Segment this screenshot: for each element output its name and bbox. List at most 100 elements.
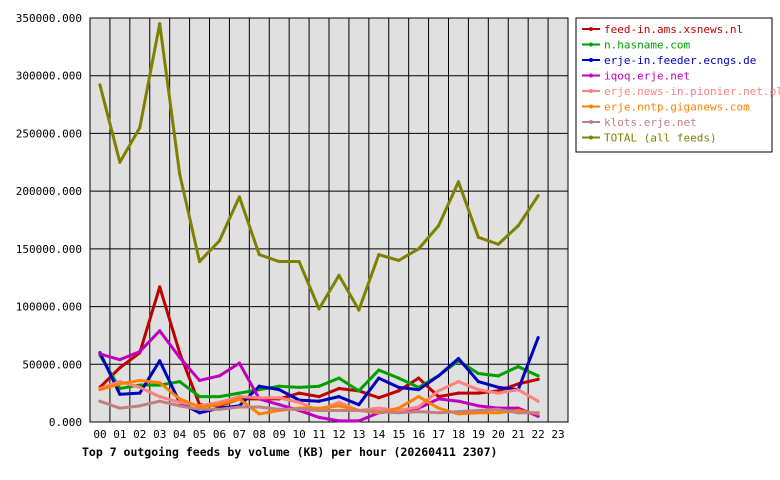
data-point [257,384,261,388]
legend-label: iqoq.erje.net [604,70,690,83]
data-point [436,397,441,401]
data-point [98,83,102,87]
data-point [377,368,381,372]
legend-label: feed-in.ams.xsnews.nl [604,23,743,36]
data-point [138,385,142,389]
data-point [337,419,341,423]
data-point [158,285,162,289]
data-point [217,395,222,399]
legend-label: TOTAL (all feeds) [604,132,717,145]
data-point [158,381,162,385]
x-tick-label: 22 [532,428,545,441]
data-point [476,235,480,239]
data-point [237,405,241,409]
data-point [456,410,461,414]
data-point [197,259,202,264]
data-point [417,405,421,409]
y-tick-label: 200000.000 [16,185,82,198]
x-tick-label: 17 [432,428,445,441]
data-point [317,384,321,388]
data-point [118,392,122,396]
data-point [277,396,281,400]
data-point [357,419,361,423]
data-point [337,395,341,399]
x-axis: 00 01 02 03 04 05 06 07 08 09 10 11 12 13 14 15 16 17 18 19… [93,428,564,441]
data-point [417,388,421,392]
x-tick-label: 23 [551,428,564,441]
y-tick-label: 100000.000 [16,301,82,314]
data-point [138,126,142,130]
data-point [138,391,142,395]
x-tick-label: 07 [233,428,246,441]
x-tick-label: 12 [332,428,345,441]
x-tick-label: 04 [173,428,187,441]
x-tick-label: 10 [293,428,306,441]
x-tick-label: 00 [93,428,106,441]
data-point [456,180,461,184]
x-tick-label: 21 [512,428,525,441]
data-point [178,355,182,359]
data-point [297,407,301,411]
data-point [257,412,261,416]
data-point [237,195,241,199]
data-point [297,391,301,395]
data-point [357,308,361,312]
data-point [377,253,381,257]
data-point [277,384,281,388]
data-point [178,351,182,355]
data-point [118,406,122,410]
y-tick-label: 250000.000 [16,127,82,140]
legend-marker [589,42,593,47]
data-point [237,395,241,399]
data-point [217,374,222,378]
data-point [417,376,421,380]
data-point [496,242,500,246]
data-point [178,400,182,404]
data-point [217,407,222,411]
legend-marker [589,89,593,93]
data-point [197,378,202,383]
data-point [397,376,401,380]
data-point [138,378,142,383]
data-point [257,396,261,400]
data-point [496,411,500,415]
data-point [377,406,381,410]
data-point [417,395,421,399]
data-point [197,395,202,399]
legend-marker [589,58,593,62]
data-point [436,411,441,415]
data-point [237,391,241,395]
data-point [118,366,122,370]
data-point [337,400,341,404]
data-point [217,239,222,243]
data-point [297,400,301,404]
data-point [436,224,441,228]
data-point [536,411,540,415]
data-point [397,385,401,389]
data-point [536,399,540,403]
data-point [456,399,461,403]
data-point [158,329,162,333]
x-tick-label: 09 [273,428,286,441]
data-point [476,391,480,395]
data-point [456,391,461,395]
data-point [536,414,540,418]
chart-title: Top 7 outgoing feeds by volume (KB) per … [82,445,497,459]
data-point [98,399,102,403]
data-point [337,273,341,278]
data-point [197,407,202,411]
data-point [516,406,520,410]
data-point [536,374,540,378]
data-point [257,253,261,257]
data-point [357,403,361,407]
data-point [516,224,520,228]
y-tick-label: 0.000 [49,416,82,429]
data-point [436,389,441,393]
data-point [476,380,480,384]
x-tick-label: 16 [412,428,425,441]
y-tick-label: 300000.000 [16,70,82,83]
data-point [138,349,142,354]
data-point [277,388,281,392]
data-point [138,404,142,408]
data-point [496,385,500,389]
